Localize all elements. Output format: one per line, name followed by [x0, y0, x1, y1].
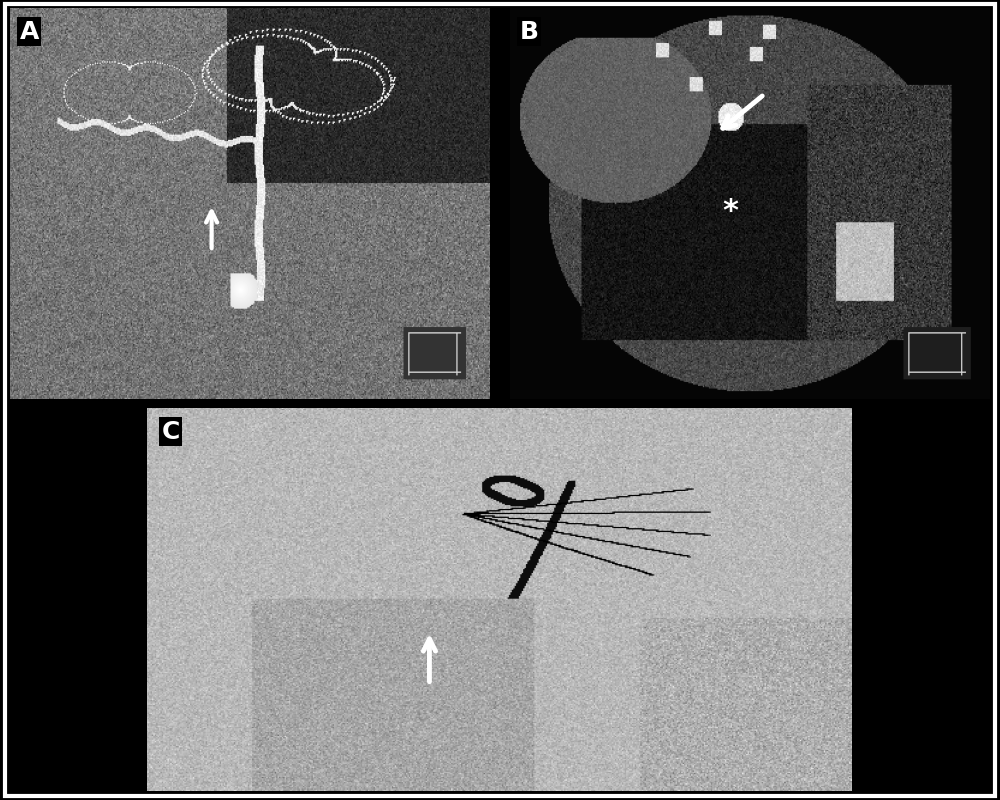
Text: C: C — [161, 419, 180, 443]
Text: B: B — [520, 20, 539, 44]
Text: A: A — [20, 20, 39, 44]
Text: *: * — [723, 198, 739, 226]
